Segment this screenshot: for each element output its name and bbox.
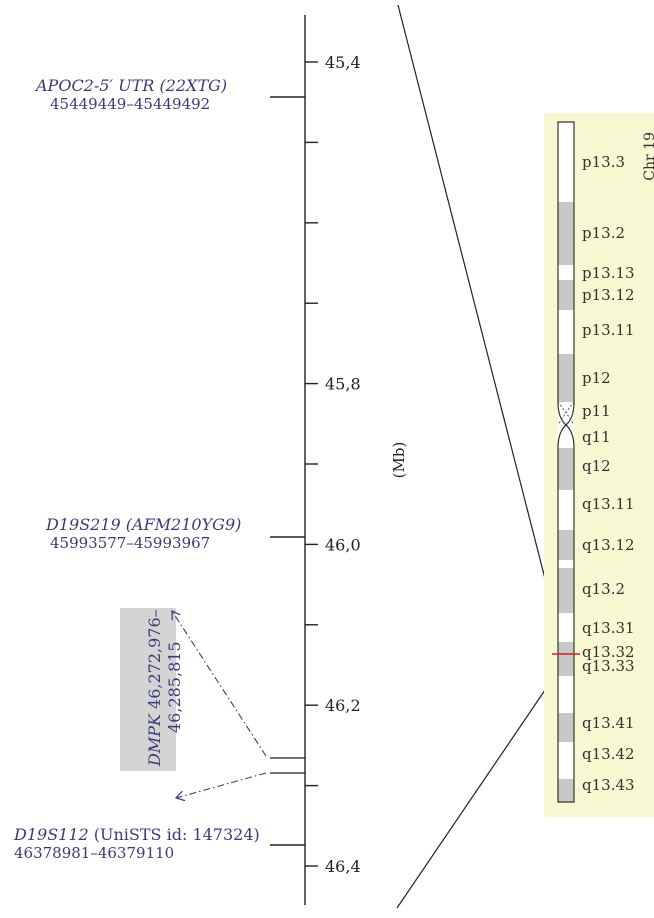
band-label: p13.13	[582, 264, 635, 282]
axis-tick-label: 46,2	[325, 696, 361, 715]
band-label: q13.2	[582, 580, 625, 598]
marker-apoc2-range: 45449449–45449492	[50, 95, 210, 113]
band-label: q12	[582, 457, 611, 475]
band-p13-13	[558, 265, 574, 280]
band-label: p13.11	[582, 321, 635, 339]
chromosome-q-arm-outline	[557, 424, 575, 803]
marker-d19s219-name: D19S219 (AFM210YG9)	[45, 515, 241, 534]
gene-dmpk-start: 46,272,976–	[145, 609, 164, 714]
axis-tick-label: 45,8	[325, 375, 361, 394]
marker-d19s112-name-rest: (UniSTS id: 147324)	[89, 825, 260, 844]
band-q13-43	[558, 779, 574, 802]
band-label: p13.3	[582, 153, 625, 171]
gene-dmpk-label: DMPK 46,272,976–	[145, 609, 164, 767]
gene-dmpk-box	[120, 608, 176, 771]
band-label: p12	[582, 369, 611, 387]
marker-apoc2: APOC2-5′ UTR (22XTG) 45449449–45449492	[34, 76, 305, 113]
zoom-line-bottom	[396, 664, 563, 909]
band-label: p11	[582, 402, 611, 420]
band-label: q13.32	[582, 643, 635, 661]
band-q13-31	[558, 613, 574, 642]
axis-ticks: 45,4 45,8 46,0 46,2 46,4	[305, 53, 361, 876]
band-q13-2	[558, 568, 574, 613]
gene-dmpk-end: 46,285,815	[165, 641, 184, 733]
band-p13-3	[558, 122, 574, 202]
chromosome-ideogram: p13.3 p13.2 p13.13 p13.12 p13.11 p12 p11 q11 q12…	[544, 113, 654, 817]
band-label: q13.33	[582, 657, 635, 675]
gene-dmpk-arrow-down	[176, 772, 267, 798]
marker-d19s112: D19S112 (UniSTS id: 147324) 46378981–463…	[13, 825, 305, 862]
band-q13-41	[558, 713, 574, 742]
gene-dmpk-name: DMPK	[145, 713, 164, 767]
band-p13-11	[558, 310, 574, 354]
band-label: q13.42	[582, 745, 635, 763]
band-label: q13.11	[582, 495, 635, 513]
band-label: q11	[582, 428, 611, 446]
axis-tick-label: 46,0	[325, 535, 361, 554]
band-q13-33	[558, 676, 574, 713]
band-gap	[558, 560, 574, 568]
chromosome-bands: p13.3 p13.2 p13.13 p13.12 p13.11 p12 p11 q11 q12…	[552, 121, 635, 803]
gene-dmpk: DMPK 46,272,976– 46,285,815	[120, 608, 305, 798]
band-p13-2	[558, 202, 574, 265]
axis-tick-label: 45,4	[325, 53, 361, 72]
marker-d19s112-name-italic: D19S112	[13, 825, 89, 844]
band-label: q13.43	[582, 776, 635, 794]
zoom-line-top	[397, 4, 563, 646]
marker-d19s112-range: 46378981–46379110	[14, 844, 174, 862]
marker-d19s112-name: D19S112 (UniSTS id: 147324)	[13, 825, 260, 844]
band-q12	[558, 448, 574, 490]
chromosome-title: Chr 19	[642, 132, 654, 181]
band-q13-12	[558, 530, 574, 560]
gene-dmpk-arrow-up	[172, 611, 267, 757]
band-q13-42	[558, 742, 574, 779]
band-label: q13.41	[582, 714, 635, 732]
axis-unit-label: (Mb)	[390, 442, 408, 479]
axis-tick-label: 46,4	[325, 857, 361, 876]
band-label: p13.2	[582, 224, 625, 242]
band-label: q13.31	[582, 619, 635, 637]
centromere-mark	[557, 401, 575, 426]
band-label: p13.12	[582, 286, 635, 304]
band-p13-12	[558, 280, 574, 310]
marker-d19s219: D19S219 (AFM210YG9) 45993577–45993967	[45, 515, 305, 552]
scale-axis: 45,4 45,8 46,0 46,2 46,4 (Mb)	[304, 15, 408, 905]
marker-apoc2-name: APOC2-5′ UTR (22XTG)	[34, 76, 227, 95]
band-p12	[558, 354, 574, 402]
marker-d19s219-range: 45993577–45993967	[50, 534, 210, 552]
zoom-lines	[396, 4, 563, 909]
band-q13-32	[558, 642, 574, 676]
band-label: q13.12	[582, 536, 635, 554]
band-q13-11	[558, 490, 574, 530]
